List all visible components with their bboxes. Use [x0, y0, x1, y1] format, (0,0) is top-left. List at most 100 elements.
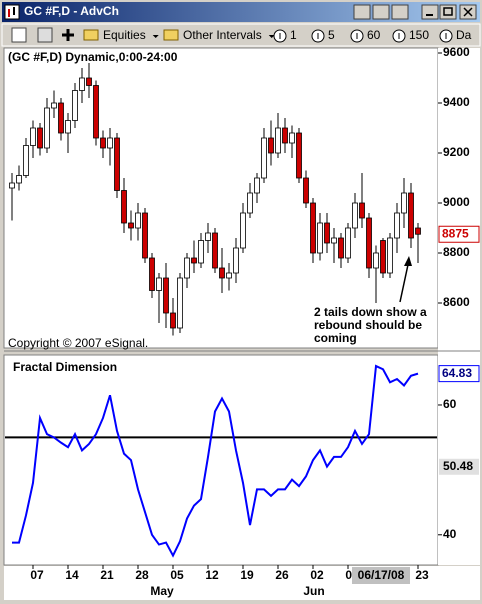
candle-body	[170, 312, 176, 329]
y-tick-label: 8600	[443, 295, 470, 309]
candle-body	[135, 212, 141, 229]
folder-icon	[83, 29, 99, 41]
app-icon	[4, 4, 20, 20]
interval-button[interactable]: 60	[367, 28, 381, 42]
candle-body	[331, 237, 337, 244]
candle-body	[184, 257, 190, 279]
value-axis-area	[438, 48, 480, 565]
candle-body	[226, 272, 232, 279]
indicator-title: Fractal Dimension	[13, 360, 117, 374]
x-tick-label: 05	[170, 568, 184, 582]
candle-body	[268, 137, 274, 154]
chart: (GC #F,D) Dynamic,0:00-24:00 8600 8800 9000…	[5, 45, 480, 598]
cursor-value-label: 50.48	[443, 459, 473, 473]
candle-body	[93, 85, 99, 139]
candle-body	[44, 107, 50, 149]
dropdown-arrow	[268, 35, 275, 38]
candle-body	[58, 102, 64, 134]
candle-body	[345, 227, 351, 259]
candle-body	[401, 192, 407, 214]
candle-body	[296, 132, 302, 179]
last-value-box	[438, 365, 480, 383]
x-tick-label: 14	[65, 568, 79, 582]
chart-title: (GC #F,D) Dynamic,0:00-24:00	[8, 50, 178, 64]
x-tick-label: 12	[205, 568, 219, 582]
candle-body	[366, 217, 372, 269]
y-tick-label: 40	[443, 527, 457, 541]
candle-body	[9, 182, 15, 189]
properties-button[interactable]	[37, 27, 53, 43]
candle-body	[79, 77, 85, 91]
candle-body	[51, 102, 57, 109]
candle-body	[261, 137, 267, 179]
y-tick-label: 8800	[443, 245, 470, 259]
interval-button[interactable]: 5	[328, 28, 335, 42]
title-buttons	[353, 4, 477, 20]
candle-body	[100, 137, 106, 149]
close-glyph	[463, 7, 473, 17]
maximize-glyph	[443, 7, 453, 16]
candle-body	[114, 137, 120, 191]
candle-body	[254, 177, 260, 194]
y-tick-label: 9200	[443, 145, 470, 159]
x-tick-label: 26	[275, 568, 289, 582]
x-tick-label: 28	[135, 568, 149, 582]
candle-body	[191, 257, 197, 264]
chart-button[interactable]	[11, 27, 27, 43]
folder-icon	[163, 29, 179, 41]
candle-body	[247, 192, 253, 214]
add-button[interactable]	[62, 29, 74, 41]
candle-body	[387, 237, 393, 274]
button-pin[interactable]	[391, 4, 409, 20]
copyright: Copyright © 2007 eSignal.	[8, 336, 148, 350]
menu-button[interactable]: Equities	[103, 28, 146, 42]
candle-body	[86, 77, 92, 86]
annotation-arrowhead	[404, 256, 412, 266]
button-link[interactable]	[372, 4, 390, 20]
candle-body	[408, 192, 414, 239]
candle-body	[37, 127, 43, 149]
x-tick-label: 07	[30, 568, 44, 582]
candle-body	[142, 212, 148, 259]
indicator-line	[12, 364, 419, 558]
interval-button[interactable]: 1	[290, 28, 297, 42]
candle-body	[149, 257, 155, 291]
last-value-box	[438, 225, 480, 243]
candle-body	[121, 190, 127, 224]
candle-body	[107, 137, 113, 149]
cursor-date-box	[352, 567, 410, 584]
minimize-button[interactable]	[421, 4, 439, 20]
candle-body	[205, 232, 211, 241]
candle-body	[275, 127, 281, 154]
candle-body	[219, 267, 225, 279]
candle-body	[373, 252, 379, 269]
x-tick-label: 19	[240, 568, 254, 582]
y-tick-label: 9400	[443, 95, 470, 109]
last-value-label: 8875	[442, 226, 469, 240]
candle-body	[317, 222, 323, 254]
month-label: May	[150, 584, 174, 598]
maximize-button[interactable]	[439, 4, 457, 20]
toolbar-items: Equities Other Intervals 1 5 60 150 Da	[83, 28, 472, 43]
cursor-date-label: 06/17/08	[358, 568, 405, 582]
dropdown-arrow	[152, 35, 159, 38]
annotation-text: coming	[314, 331, 357, 345]
candle-body	[233, 247, 239, 274]
interval-button[interactable]: 150	[409, 28, 429, 42]
candle-body	[16, 175, 22, 184]
interval-button[interactable]: Da	[456, 28, 472, 42]
annotation-text: 2 tails down show a	[314, 305, 427, 319]
y-tick-label: 60	[443, 397, 457, 411]
candle-body	[303, 177, 309, 204]
candle-body	[30, 127, 36, 146]
candle-body	[163, 277, 169, 314]
candle-body	[65, 120, 71, 134]
annotation-text: rebound should be	[314, 318, 422, 332]
menu-button[interactable]: Other Intervals	[183, 28, 262, 42]
button-s[interactable]	[353, 4, 371, 20]
x-tick-label: 21	[100, 568, 114, 582]
indicator-panel	[3, 354, 439, 566]
candle-body	[212, 232, 218, 269]
candle-body	[198, 240, 204, 264]
